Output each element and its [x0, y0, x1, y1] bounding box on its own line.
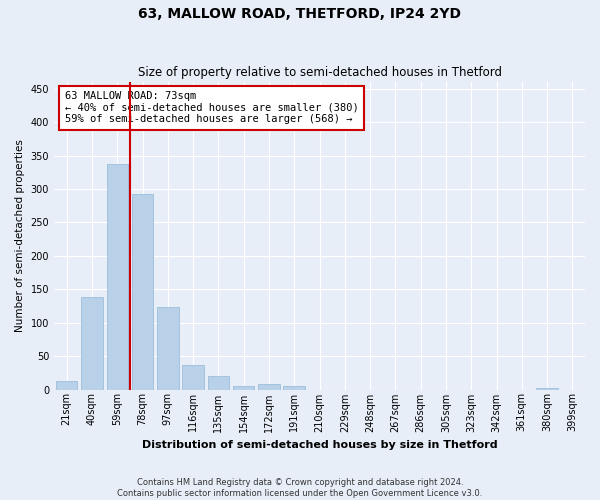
- Bar: [536, 388, 558, 390]
- Bar: [233, 386, 254, 390]
- Bar: [182, 366, 204, 390]
- Bar: [56, 382, 77, 390]
- Bar: [132, 194, 153, 390]
- Bar: [157, 306, 179, 390]
- Bar: [208, 376, 229, 390]
- X-axis label: Distribution of semi-detached houses by size in Thetford: Distribution of semi-detached houses by …: [142, 440, 497, 450]
- Bar: [81, 298, 103, 390]
- Bar: [258, 384, 280, 390]
- Title: Size of property relative to semi-detached houses in Thetford: Size of property relative to semi-detach…: [137, 66, 502, 80]
- Bar: [107, 164, 128, 390]
- Text: 63 MALLOW ROAD: 73sqm
← 40% of semi-detached houses are smaller (380)
59% of sem: 63 MALLOW ROAD: 73sqm ← 40% of semi-deta…: [65, 92, 358, 124]
- Text: Contains HM Land Registry data © Crown copyright and database right 2024.
Contai: Contains HM Land Registry data © Crown c…: [118, 478, 482, 498]
- Y-axis label: Number of semi-detached properties: Number of semi-detached properties: [15, 140, 25, 332]
- Bar: [283, 386, 305, 390]
- Text: 63, MALLOW ROAD, THETFORD, IP24 2YD: 63, MALLOW ROAD, THETFORD, IP24 2YD: [139, 8, 461, 22]
